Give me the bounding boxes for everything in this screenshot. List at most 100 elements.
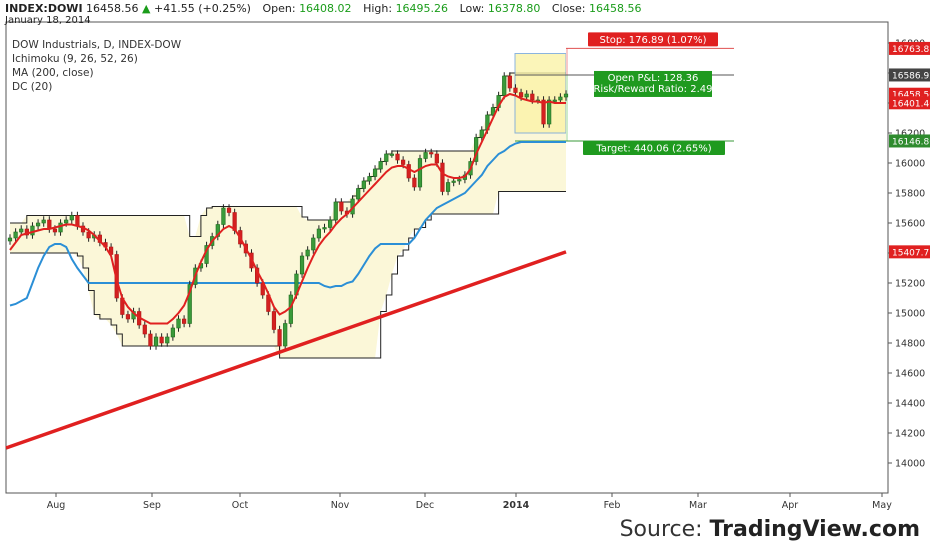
candle-body: [182, 318, 187, 324]
candle-body: [35, 222, 41, 227]
candle-body: [328, 219, 333, 228]
y-tick-label: 15600: [895, 219, 925, 230]
candle-body: [221, 207, 226, 225]
candle-body: [457, 179, 462, 182]
y-tick-label: 14000: [895, 459, 925, 470]
rr-text: Risk/Reward Ratio: 2.49: [593, 84, 712, 95]
donchian-lower: [10, 191, 566, 359]
price-label-bg: [889, 96, 930, 110]
candle-body: [19, 228, 24, 233]
stop-zone: [566, 48, 568, 75]
price-label: 16458.56: [892, 91, 932, 101]
candle-body: [226, 207, 232, 213]
close-label: Close:: [551, 2, 586, 15]
candle-body: [299, 255, 305, 275]
candle-body: [530, 93, 535, 101]
candle-body: [142, 324, 147, 335]
y-tick-label: 15000: [895, 309, 925, 320]
candle-body: [215, 224, 220, 237]
candle-body: [513, 87, 518, 93]
candle-body: [356, 188, 361, 200]
y-tick-label: 14200: [895, 429, 925, 440]
x-tick-label: Mar: [689, 500, 707, 511]
date-label: January 18, 2014: [5, 15, 91, 26]
candle-body: [316, 228, 321, 239]
price-label: 16586.92: [892, 71, 932, 81]
candle-body: [445, 182, 451, 192]
candle-body: [41, 219, 46, 224]
candle-body: [378, 161, 383, 170]
x-tick-label: Oct: [232, 500, 249, 511]
candle-body: [389, 153, 394, 156]
x-tick-label: Aug: [47, 500, 66, 511]
candle-body: [541, 99, 546, 125]
y-tick-label: 14600: [895, 369, 925, 380]
candle-body: [52, 228, 58, 233]
close-value: 16458.56: [589, 2, 642, 15]
open-label: Open:: [262, 2, 296, 15]
candle-body: [417, 158, 423, 188]
symbol-name: INDEX:DOWI: [5, 2, 83, 15]
y-tick-label: 14800: [895, 339, 925, 350]
candle-body: [429, 152, 434, 155]
candle-body: [165, 336, 170, 344]
candle-body: [440, 162, 445, 192]
low-label: Low:: [459, 2, 485, 15]
candle-body: [333, 201, 338, 221]
candle-body: [524, 93, 529, 98]
candle-body: [64, 219, 69, 224]
x-tick-label: Nov: [331, 500, 350, 511]
candle-body: [86, 231, 91, 239]
candle-body: [563, 93, 569, 98]
donchian-fill: [10, 73, 566, 358]
price-label-bg: [889, 134, 930, 148]
candle-body: [271, 311, 277, 330]
up-arrow-icon: ▲: [142, 2, 151, 15]
pnl-text: Open P&L: 128.36: [608, 73, 699, 84]
candle-body: [384, 153, 389, 162]
low-value: 16378.80: [487, 2, 541, 15]
candle-body: [305, 249, 310, 257]
candle-body: [311, 237, 316, 251]
price-label-bg: [889, 41, 930, 55]
high-label: High:: [363, 2, 393, 15]
candle-body: [406, 164, 411, 179]
candle-body: [423, 152, 428, 159]
position-highlight: [514, 53, 567, 134]
conversion-line: [9, 92, 566, 325]
candle-body: [502, 75, 507, 96]
legend-ma[interactable]: MA (200, close): [12, 67, 94, 79]
y-tick-label: 15800: [895, 189, 925, 200]
source-prefix: Source:: [619, 517, 710, 542]
candle-body: [7, 237, 13, 242]
candle-body: [277, 329, 282, 347]
candle-body: [159, 336, 164, 344]
candle-body: [507, 75, 512, 89]
legend-ichimoku[interactable]: Ichimoku (9, 26, 52, 26): [12, 53, 138, 65]
source-credit: Source: TradingView.com: [620, 517, 920, 542]
y-tick-label: 16000: [895, 159, 925, 170]
y-tick-label: 16200: [895, 129, 925, 140]
candle-body: [176, 318, 181, 329]
x-tick-label: Apr: [782, 500, 799, 511]
base-line: [9, 141, 566, 307]
price-label: 16146.86: [892, 137, 932, 147]
price-change: +41.55 (+0.25%): [154, 2, 251, 15]
stop-label: Stop: 176.89 (1.07%): [588, 32, 718, 47]
x-tick-label: Sep: [143, 500, 161, 511]
legend-dc[interactable]: DC (20): [12, 81, 53, 93]
candle-body: [125, 314, 131, 320]
candle-body: [552, 99, 557, 102]
candle-body: [412, 177, 417, 188]
y-tick-label: 14400: [895, 399, 925, 410]
candle-body: [322, 227, 327, 230]
source-brand: TradingView.com: [709, 517, 920, 542]
target-label-text: Target: 440.06 (2.65%): [595, 143, 711, 154]
x-tick-label: Feb: [604, 500, 621, 511]
y-tick-label: 15200: [895, 279, 925, 290]
candle-body: [148, 333, 153, 347]
candle-body: [547, 99, 552, 125]
price-label-bg: [889, 68, 930, 82]
